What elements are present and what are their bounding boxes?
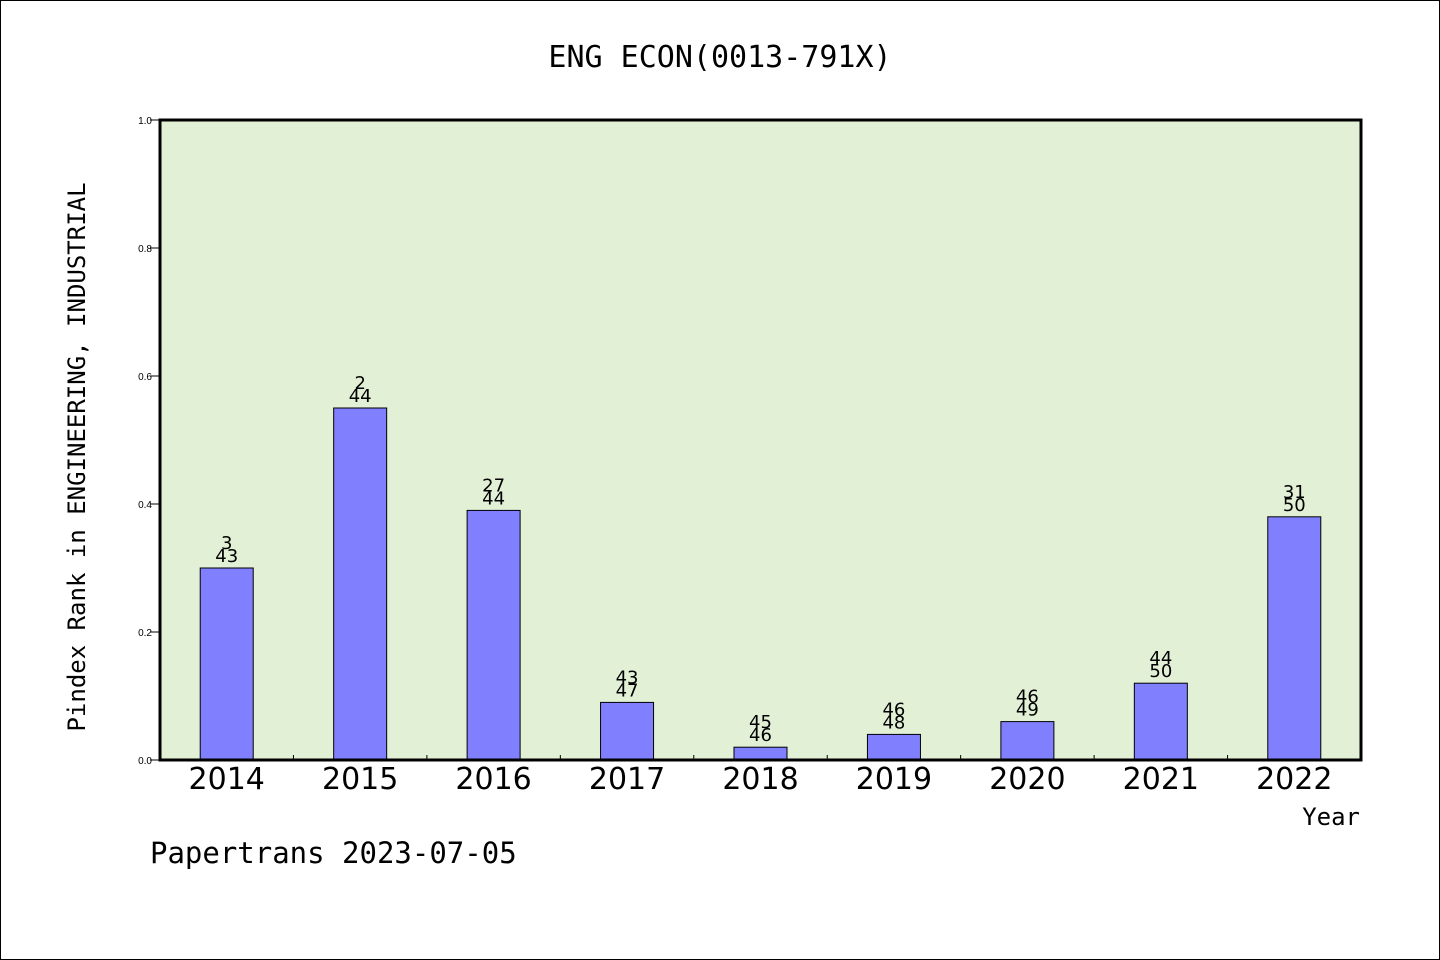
total-label: 48 [882, 712, 905, 733]
x-tick-label: 2014 [189, 762, 265, 797]
total-label: 47 [616, 680, 639, 701]
x-tick-label: 2015 [322, 762, 398, 797]
total-label: 46 [749, 725, 772, 746]
bar-2014 [199, 567, 254, 761]
total-label: 50 [1283, 495, 1306, 516]
y-tick-label: 0.6 [138, 372, 152, 383]
rank-label: 43 [616, 667, 639, 688]
total-label: 44 [482, 488, 505, 509]
total-label: 49 [1016, 700, 1039, 721]
y-axis-label: Pindex Rank in ENGINEERING, INDUSTRIAL [63, 182, 91, 731]
bar-2016 [466, 509, 521, 761]
rank-label: 27 [482, 475, 505, 496]
total-label: 43 [215, 546, 238, 567]
bar-2019 [866, 733, 921, 761]
rank-label: 44 [1149, 648, 1172, 669]
x-tick-label: 2020 [989, 762, 1065, 797]
bar-2018 [733, 746, 788, 761]
rank-label: 2 [354, 373, 365, 394]
rank-label: 46 [882, 699, 905, 720]
y-tick-label: 0.8 [138, 244, 152, 255]
total-label: 50 [1149, 661, 1172, 682]
rank-label: 45 [749, 712, 772, 733]
total-label: 44 [349, 386, 372, 407]
rank-label: 46 [1016, 687, 1039, 708]
bar-2017 [600, 701, 655, 761]
rank-label: 3 [221, 533, 232, 554]
bar-2020 [1000, 721, 1055, 761]
y-tick-label: 0.0 [138, 756, 152, 767]
y-tick-label: 1.0 [138, 116, 152, 127]
x-tick-label: 2017 [589, 762, 665, 797]
x-tick-label: 2022 [1256, 762, 1332, 797]
x-tick-label: 2021 [1123, 762, 1199, 797]
y-tick-label: 0.2 [138, 628, 152, 639]
bar-2021 [1133, 682, 1188, 761]
x-tick-label: 2019 [856, 762, 932, 797]
bar-2015 [333, 407, 388, 761]
plot-border [158, 118, 1363, 762]
x-tick-label: 2016 [455, 762, 531, 797]
footer-text: Papertrans 2023-07-05 [150, 836, 517, 870]
x-tick-label: 2018 [722, 762, 798, 797]
rank-label: 31 [1283, 482, 1306, 503]
chart-title: ENG ECON(0013-791X) [548, 40, 891, 75]
bar-2022 [1267, 516, 1322, 761]
x-axis-label: Year [1302, 803, 1360, 831]
y-tick-label: 0.4 [138, 500, 152, 511]
